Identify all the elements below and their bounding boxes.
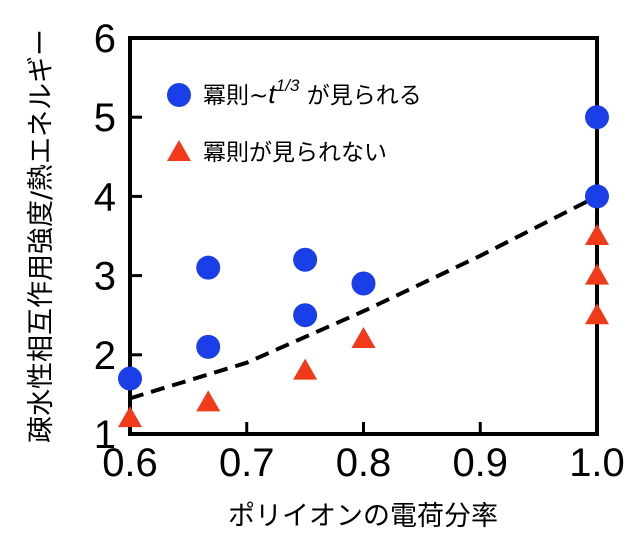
fit-curve — [129, 194, 598, 401]
x-axis-label: ポリイオンの電荷分率 — [228, 501, 498, 532]
data-point-triangle — [585, 263, 609, 285]
legend-label-power-law-observed: 冪則~t1/3 が見られる — [203, 76, 422, 109]
data-point-triangle — [118, 406, 142, 428]
legend-marker-triangle — [167, 140, 191, 161]
data-point-circle — [585, 105, 609, 130]
legend: 冪則~t1/3 が見られる 冪則が見られない — [167, 76, 422, 166]
data-point-triangle — [585, 303, 609, 325]
x-tick-label: 0.6 — [102, 441, 158, 485]
data-point-triangle — [585, 224, 609, 245]
tick-labels: 0.6 0.7 0.8 0.9 1.0 1 2 3 4 5 6 — [94, 17, 625, 485]
legend-prefix: 冪則~ — [203, 83, 268, 109]
data-point-circle — [293, 247, 318, 272]
x-tick-label: 1.0 — [569, 441, 625, 485]
data-point-circle — [196, 334, 221, 359]
data-points — [118, 105, 609, 428]
y-tick-label: 3 — [94, 255, 116, 299]
data-point-circle — [585, 184, 609, 209]
data-point-circle — [351, 271, 376, 296]
data-point-circle — [293, 303, 318, 328]
data-point-triangle — [293, 358, 318, 380]
legend-marker-circle — [167, 83, 191, 107]
x-tick-label: 0.9 — [452, 441, 508, 485]
data-point-triangle — [196, 390, 221, 412]
y-tick-label: 2 — [94, 334, 116, 378]
data-point-circle — [196, 255, 221, 280]
legend-suffix: が見られる — [299, 83, 421, 109]
x-tick-label: 0.8 — [336, 441, 392, 485]
y-tick-label: 5 — [94, 96, 116, 140]
x-tick-label: 0.7 — [219, 441, 275, 485]
y-tick-label: 4 — [94, 175, 116, 219]
y-axis-label: 疎水性相互作用強度/熱エネルギー — [26, 29, 57, 443]
y-tick-label: 1 — [94, 413, 116, 457]
data-point-triangle — [351, 326, 376, 348]
legend-variable: t — [268, 79, 277, 109]
y-tick-label: 6 — [94, 17, 116, 61]
data-point-circle — [118, 366, 142, 391]
legend-exponent: 1/3 — [276, 76, 300, 95]
legend-label-power-law-not-observed: 冪則が見られない — [203, 140, 387, 166]
